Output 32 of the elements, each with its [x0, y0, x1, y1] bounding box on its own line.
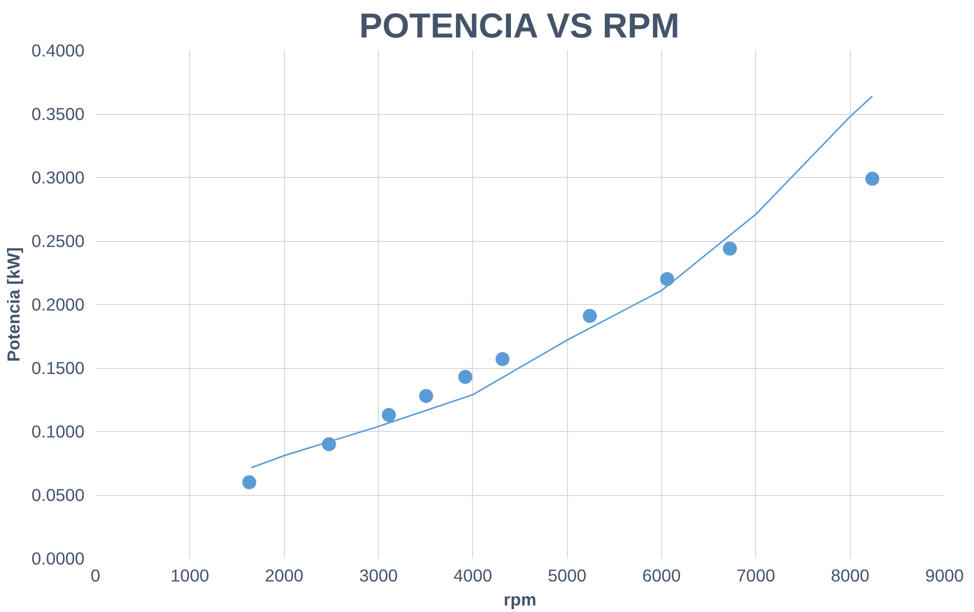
point	[242, 475, 256, 490]
x-tick-label: 4000	[454, 566, 492, 586]
y-tick-label: 0.0000	[32, 548, 84, 568]
x-tick-label: 8000	[830, 566, 870, 586]
x-tick-label: 0	[90, 566, 100, 586]
y-tick-label: 0.2500	[32, 231, 84, 251]
point	[660, 272, 674, 286]
y-tick-label: 0.3500	[32, 104, 84, 124]
x-tick-label: 5000	[548, 566, 586, 586]
y-tick-label: 0.0500	[32, 485, 84, 505]
point	[496, 352, 510, 366]
y-tick-label: 0.4000	[32, 40, 84, 60]
y-axis-title: Potencia [kW]	[4, 247, 24, 362]
x-tick-label: 3000	[359, 566, 398, 586]
point	[382, 408, 396, 422]
line-series	[250, 95, 874, 468]
x-tick-label: 9000	[925, 566, 964, 586]
point	[865, 172, 880, 186]
x-tick-label: 1000	[170, 566, 210, 586]
y-tick-label: 0.1000	[32, 422, 84, 442]
y-tick-label: 0.1500	[32, 358, 84, 378]
x-tick-label: 2000	[264, 566, 304, 586]
y-tick-label: 0.3000	[32, 168, 84, 188]
x-axis-title: rpm	[504, 590, 536, 610]
point	[722, 242, 737, 256]
point	[419, 388, 434, 403]
y-tick-label: 0.2000	[32, 294, 84, 314]
chart-title: POTENCIA VS RPM	[359, 8, 680, 46]
point	[458, 370, 472, 384]
x-tick-label: 7000	[736, 566, 776, 586]
point	[582, 308, 597, 323]
x-tick-label: 6000	[642, 566, 681, 586]
